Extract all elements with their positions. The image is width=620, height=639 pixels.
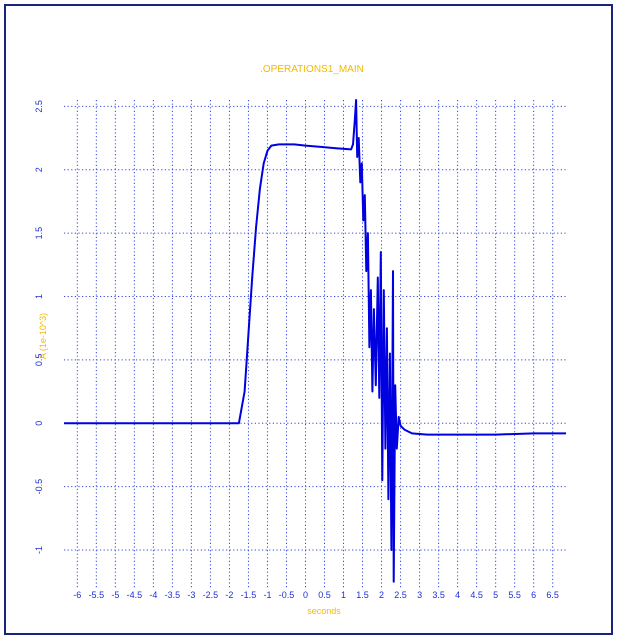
y-axis-label: A (1e-10^3)	[38, 313, 48, 359]
x-tick-label: 3.5	[432, 590, 445, 600]
x-tick-label: -1	[263, 590, 271, 600]
y-tick-label: 2.5	[34, 100, 44, 113]
x-tick-label: 5	[493, 590, 498, 600]
x-tick-label: -2.5	[203, 590, 219, 600]
x-tick-label: 4	[455, 590, 460, 600]
x-tick-label: 6.5	[546, 590, 559, 600]
x-tick-label: 2	[379, 590, 384, 600]
chart-series	[64, 99, 566, 583]
x-tick-label: -5	[111, 590, 119, 600]
x-tick-label: -5.5	[89, 590, 105, 600]
y-tick-labels: -1 -0.5 0 0.5 1 1.5 2 2.5	[34, 100, 44, 554]
x-tick-label: 6	[531, 590, 536, 600]
x-tick-label: 1.5	[356, 590, 369, 600]
x-tick-labels: -6 -5.5 -5 -4.5 -4 -3.5 -3 -2.5 -2 -1.5 -1 -0.5 0 0.5…	[73, 590, 559, 600]
chart-title: .OPERATIONS1_MAIN	[260, 64, 364, 75]
x-tick-label: -4.5	[127, 590, 143, 600]
series-line	[64, 99, 566, 583]
x-tick-label: 0	[303, 590, 308, 600]
x-axis-label: seconds	[307, 606, 341, 616]
chart-frame: -1 -0.5 0 0.5 1 1.5 2 2.5 -6 -5.5 -5 -4.5 -4 -3.5 -3-…	[4, 4, 613, 635]
chart-svg: -1-0.500.511.522.5 -6 -5.5 -5 -4.5 -4 -3.5 -3-…	[34, 64, 566, 616]
x-tick-label: 5.5	[508, 590, 521, 600]
y-tick-label: -0.5	[34, 479, 44, 495]
x-tick-label: -3.5	[165, 590, 181, 600]
x-tick-label: 1	[341, 590, 346, 600]
x-tick-label: -6	[73, 590, 81, 600]
y-tick-label: 0.5	[34, 354, 44, 367]
x-tick-label: -3	[187, 590, 195, 600]
x-tick-label: 3	[417, 590, 422, 600]
x-tick-label: 4.5	[470, 590, 483, 600]
chart-grid	[64, 100, 566, 588]
x-tick-label: 0.5	[318, 590, 331, 600]
y-tick-label: -1	[34, 546, 44, 554]
y-tick-label: 1	[34, 294, 44, 299]
y-tick-label: 0	[34, 421, 44, 426]
x-tick-label: -1.5	[241, 590, 257, 600]
x-tick-label: 2.5	[394, 590, 407, 600]
x-tick-label: -2	[225, 590, 233, 600]
y-tick-label: 2	[34, 167, 44, 172]
y-tick-label: 1.5	[34, 227, 44, 240]
x-tick-label: -4	[149, 590, 157, 600]
x-tick-label: -0.5	[279, 590, 295, 600]
